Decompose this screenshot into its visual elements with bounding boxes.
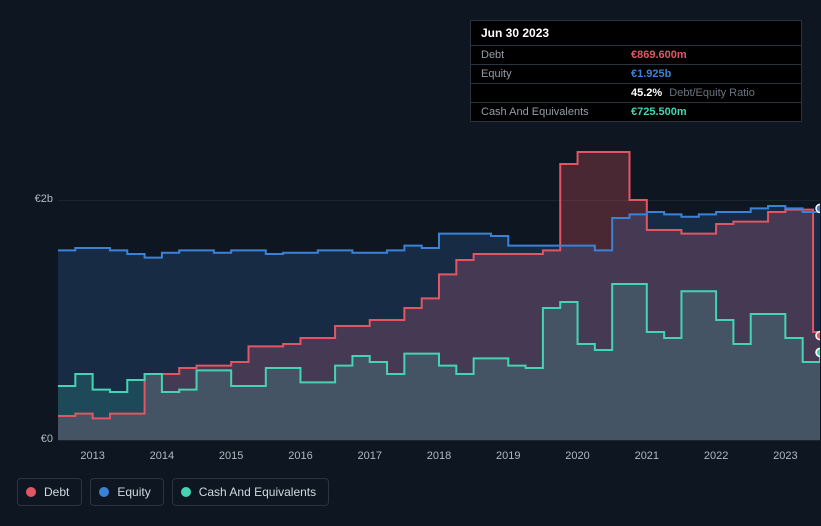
gridline-0 — [58, 440, 820, 441]
tooltip-row: Debt€869.600m — [471, 45, 801, 64]
legend-item-cash-and-equivalents[interactable]: Cash And Equivalents — [172, 478, 329, 506]
y-tick-label: €0 — [23, 433, 53, 445]
plot-area[interactable] — [58, 140, 820, 440]
x-tick-label: 2020 — [565, 450, 589, 462]
legend-dot — [99, 487, 109, 497]
legend-label: Cash And Equivalents — [199, 485, 316, 499]
x-tick-label: 2023 — [773, 450, 797, 462]
x-tick-label: 2018 — [427, 450, 451, 462]
legend-label: Equity — [117, 485, 150, 499]
legend: Debt Equity Cash And Equivalents — [17, 478, 329, 506]
x-tick-label: 2022 — [704, 450, 728, 462]
x-tick-label: 2013 — [80, 450, 104, 462]
tooltip-row-value: €1.925b — [631, 68, 671, 80]
x-tick-label: 2014 — [150, 450, 174, 462]
legend-item-debt[interactable]: Debt — [17, 478, 82, 506]
tooltip-row: 45.2% Debt/Equity Ratio — [471, 83, 801, 102]
tooltip-row-value: 45.2% Debt/Equity Ratio — [631, 87, 755, 99]
tooltip: Jun 30 2023 Debt€869.600mEquity€1.925b45… — [470, 20, 802, 122]
tooltip-row-label — [481, 87, 631, 99]
x-tick-label: 2015 — [219, 450, 243, 462]
tooltip-row: Equity€1.925b — [471, 64, 801, 83]
legend-label: Debt — [44, 485, 69, 499]
x-tick-label: 2021 — [635, 450, 659, 462]
tooltip-row-secondary: Debt/Equity Ratio — [666, 87, 755, 99]
legend-dot — [181, 487, 191, 497]
tooltip-row-label: Cash And Equivalents — [481, 106, 631, 118]
tooltip-row: Cash And Equivalents€725.500m — [471, 102, 801, 121]
x-tick-label: 2019 — [496, 450, 520, 462]
x-tick-label: 2016 — [288, 450, 312, 462]
tooltip-row-label: Debt — [481, 49, 631, 61]
endpoint-marker — [816, 204, 820, 212]
endpoint-marker — [816, 348, 820, 356]
y-tick-label: €2b — [23, 193, 53, 205]
legend-dot — [26, 487, 36, 497]
x-tick-label: 2017 — [357, 450, 381, 462]
tooltip-row-value: €725.500m — [631, 106, 687, 118]
legend-item-equity[interactable]: Equity — [90, 478, 163, 506]
tooltip-row-label: Equity — [481, 68, 631, 80]
tooltip-row-value: €869.600m — [631, 49, 687, 61]
tooltip-date: Jun 30 2023 — [471, 21, 801, 45]
endpoint-marker — [816, 332, 820, 340]
